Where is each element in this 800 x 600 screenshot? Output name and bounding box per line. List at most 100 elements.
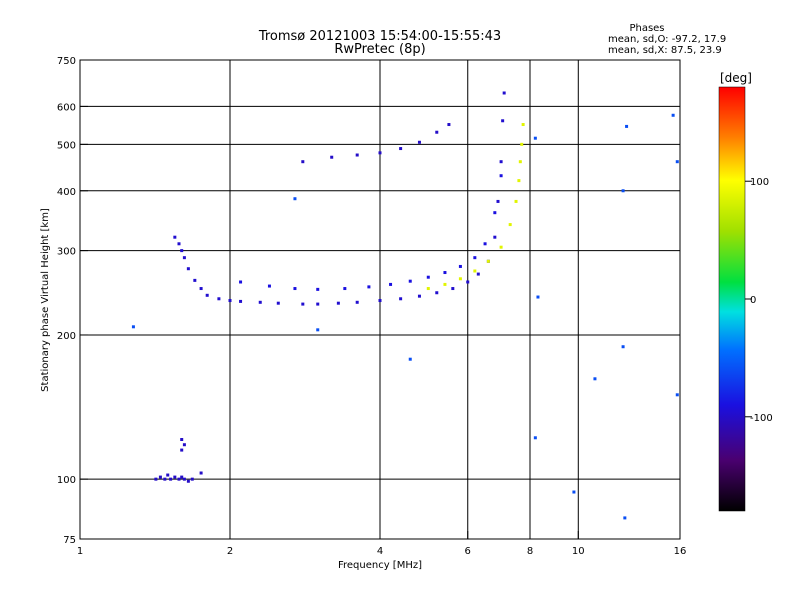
colorbar-tick-label: 0 <box>750 295 756 306</box>
data-point <box>169 477 173 481</box>
data-point <box>177 477 181 481</box>
data-point <box>258 300 262 304</box>
data-point <box>316 302 320 306</box>
data-point <box>239 299 243 303</box>
data-point <box>182 256 186 260</box>
data-point <box>163 477 167 481</box>
data-point <box>517 179 521 183</box>
data-points <box>131 91 679 520</box>
data-point <box>675 393 679 397</box>
data-point <box>131 325 135 329</box>
x-tick-label: 6 <box>465 546 471 557</box>
phase-stats-x: mean, sd,X: 87.5, 23.9 <box>608 45 722 56</box>
data-point <box>520 142 524 146</box>
data-point <box>675 160 679 164</box>
data-point <box>399 147 403 151</box>
data-point <box>276 301 280 305</box>
phase-stats-title: Phases <box>629 23 664 34</box>
data-point <box>355 300 359 304</box>
data-point <box>228 299 232 303</box>
data-point <box>180 438 184 442</box>
data-point <box>499 160 503 164</box>
y-tick-label: 300 <box>57 247 76 258</box>
data-point <box>473 256 477 260</box>
data-point <box>417 140 421 144</box>
data-point <box>199 287 203 291</box>
data-point <box>301 302 305 306</box>
data-point <box>293 197 297 201</box>
chart-subtitle: RwPretec (8p) <box>334 42 425 57</box>
y-tick-label: 400 <box>57 187 76 198</box>
data-point <box>625 124 629 128</box>
data-point <box>621 345 625 349</box>
phase-stats-o: mean, sd,O: -97.2, 17.9 <box>608 34 726 45</box>
data-point <box>180 448 184 452</box>
data-point <box>435 291 439 295</box>
data-point <box>536 295 540 299</box>
data-point <box>486 259 490 263</box>
data-point <box>355 153 359 157</box>
data-point <box>466 280 470 284</box>
data-point <box>451 287 455 291</box>
data-point <box>417 294 421 298</box>
data-point <box>190 477 194 481</box>
data-point <box>205 293 209 297</box>
data-point <box>499 174 503 178</box>
data-point <box>182 443 186 447</box>
chart-title: Tromsø 20121003 15:54:00-15:55:43 <box>258 29 501 44</box>
y-tick-label: 600 <box>57 102 76 113</box>
data-point <box>173 475 177 479</box>
data-point <box>182 477 186 481</box>
data-point <box>336 301 340 305</box>
data-point <box>458 277 462 281</box>
data-point <box>378 299 382 303</box>
data-point <box>173 235 177 239</box>
x-tick-label: 1 <box>77 546 83 557</box>
data-point <box>186 267 190 271</box>
y-tick-label: 200 <box>57 331 76 342</box>
data-point <box>501 119 505 123</box>
data-point <box>186 479 190 483</box>
colorbar-label: [deg] <box>720 71 752 85</box>
data-point <box>435 130 439 134</box>
data-point <box>533 136 537 140</box>
x-axis-label: Frequency [MHz] <box>338 560 422 571</box>
data-point <box>593 377 597 381</box>
data-point <box>443 271 447 275</box>
data-point <box>166 473 170 477</box>
data-point <box>493 211 497 215</box>
data-point <box>239 280 243 284</box>
x-tick-label: 10 <box>572 546 585 557</box>
data-point <box>399 297 403 301</box>
data-point <box>493 235 497 239</box>
data-point <box>408 279 412 283</box>
data-point <box>502 91 506 95</box>
x-tick-label: 4 <box>377 546 383 557</box>
data-point <box>193 278 197 282</box>
y-tick-label: 75 <box>63 535 76 546</box>
data-point <box>408 357 412 361</box>
data-point <box>180 249 184 253</box>
data-point <box>572 490 576 494</box>
data-point <box>267 284 271 288</box>
data-point <box>343 287 347 291</box>
data-point <box>514 199 518 203</box>
data-point <box>671 113 675 117</box>
x-tick-label: 16 <box>674 546 687 557</box>
data-point <box>496 199 500 203</box>
data-point <box>533 436 537 440</box>
data-point <box>199 471 203 475</box>
data-point <box>158 475 162 479</box>
data-point <box>447 123 451 127</box>
data-point <box>293 287 297 291</box>
data-point <box>483 242 487 246</box>
data-point <box>623 516 627 520</box>
data-point <box>316 328 320 332</box>
data-point <box>426 287 430 291</box>
colorbar-tick-label: -100 <box>750 413 773 424</box>
y-axis-label: Stationary phase Virtual Height [km] <box>40 208 51 392</box>
data-point <box>508 223 512 227</box>
data-point <box>301 160 305 164</box>
x-tick-label: 2 <box>227 546 233 557</box>
